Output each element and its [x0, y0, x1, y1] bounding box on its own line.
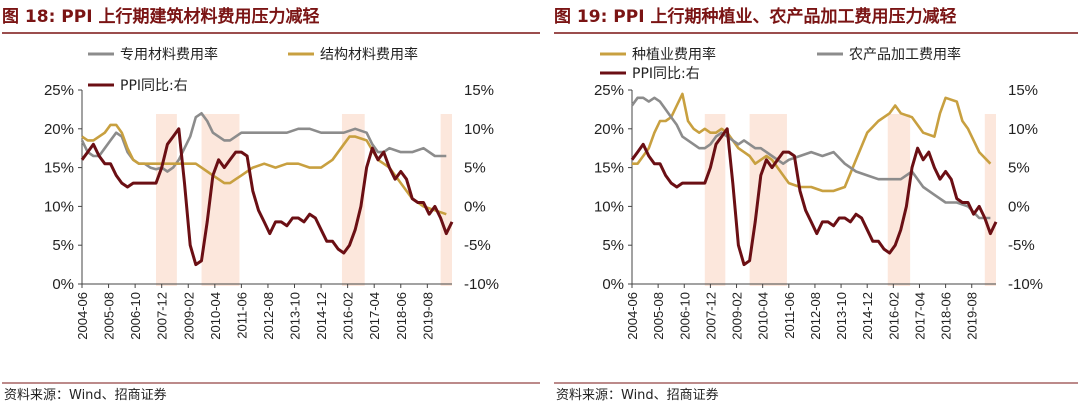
series-line-2 [80, 127, 454, 267]
x-tick-label: 2018-06 [939, 292, 954, 340]
chart-title: 图 19: PPI 上行期种植业、农产品加工费用压力减轻 [554, 6, 956, 27]
x-tick-label: 2009-02 [730, 292, 745, 340]
y-tick-left: 0% [52, 276, 74, 293]
x-tick-label: 2010-04 [208, 292, 223, 340]
y-tick-left: 15% [44, 160, 74, 177]
x-tick-label: 2011-06 [234, 292, 249, 339]
y-tick-right: 5% [464, 160, 486, 177]
x-tick-label: 2012-08 [261, 292, 276, 340]
legend-label: PPI同比:右 [120, 78, 188, 94]
y-tick-right: -10% [464, 276, 499, 293]
x-tick-label: 2014-12 [314, 292, 329, 340]
x-tick-label: 2005-08 [651, 292, 666, 340]
shaded-period [984, 114, 996, 286]
legend-label: 专用材料费用率 [120, 46, 218, 63]
x-tick-label: 2016-02 [886, 292, 901, 340]
x-tick-label: 2018-06 [394, 292, 409, 340]
x-tick-label: 2004-06 [625, 292, 640, 340]
y-tick-left: 0% [602, 276, 624, 293]
x-tick-label: 2007-12 [155, 292, 170, 340]
shaded-period [704, 114, 726, 286]
legend-label: 农产品加工费用率 [849, 46, 961, 63]
x-tick-label: 2019-08 [420, 292, 435, 340]
shaded-period [749, 114, 787, 286]
chart-left: 图 18: PPI 上行期建筑材料费用压力减轻 0% 5% 10% 15% 20% 25% -… [2, 6, 540, 403]
x-tick-label: 2009-02 [181, 292, 196, 340]
y-tick-left: 10% [44, 198, 74, 215]
y-tick-right: 0% [1008, 198, 1030, 215]
y-tick-left: 15% [594, 160, 624, 177]
series-line-0 [632, 92, 992, 193]
x-tick-label: 2014-12 [860, 292, 875, 340]
x-tick-label: 2011-06 [782, 292, 797, 339]
y-tick-right: 0% [464, 198, 486, 215]
y-tick-right: 15% [1008, 82, 1038, 99]
y-tick-right: 10% [1008, 121, 1038, 138]
series-line-1 [81, 123, 447, 216]
y-tick-right: -5% [1008, 237, 1035, 254]
x-tick-label: 2004-06 [75, 292, 90, 340]
chart-title: 图 18: PPI 上行期建筑材料费用压力减轻 [2, 6, 319, 27]
y-tick-right: 10% [464, 121, 494, 138]
y-tick-right: 5% [1008, 160, 1030, 177]
legend-label: 种植业费用率 [632, 46, 716, 63]
x-tick-label: 2007-12 [703, 292, 718, 340]
y-tick-right: 15% [464, 82, 494, 99]
x-tick-label: 2006-10 [128, 292, 143, 340]
y-tick-left: 5% [52, 237, 74, 254]
legend-label: 结构材料费用率 [320, 46, 418, 63]
series-line-1 [630, 96, 991, 220]
y-tick-right: -5% [464, 237, 491, 254]
legend-label: PPI同比:右 [632, 66, 700, 82]
x-tick-label: 2016-02 [341, 292, 356, 340]
shaded-period [440, 114, 452, 286]
series-line-2 [630, 127, 998, 267]
chart-right: 图 19: PPI 上行期种植业、农产品加工费用压力减轻 0% 5% 10% 15% 20… [554, 6, 1078, 403]
x-tick-label: 2006-10 [677, 292, 692, 340]
y-tick-left: 10% [594, 198, 624, 215]
x-tick-label: 2013-10 [834, 292, 849, 340]
x-tick-label: 2012-08 [808, 292, 823, 340]
y-tick-left: 20% [44, 121, 74, 138]
x-tick-label: 2013-10 [288, 292, 303, 340]
y-tick-left: 25% [594, 82, 624, 99]
y-tick-left: 5% [602, 237, 624, 254]
x-tick-label: 2017-04 [367, 292, 382, 340]
shaded-period [156, 114, 177, 286]
shaded-period [201, 114, 240, 286]
x-tick-label: 2010-04 [756, 292, 771, 340]
y-tick-right: -10% [1008, 276, 1043, 293]
x-tick-label: 2017-04 [912, 292, 927, 340]
x-tick-label: 2005-08 [102, 292, 117, 340]
source-text: 资料来源：Wind、招商证券 [556, 387, 719, 403]
source-text: 资料来源：Wind、招商证券 [4, 387, 167, 403]
series-line-0 [80, 112, 447, 173]
y-tick-left: 20% [594, 121, 624, 138]
shaded-period [341, 114, 365, 286]
shaded-period [887, 114, 911, 286]
x-tick-label: 2019-08 [965, 292, 980, 340]
y-tick-left: 25% [44, 82, 74, 99]
